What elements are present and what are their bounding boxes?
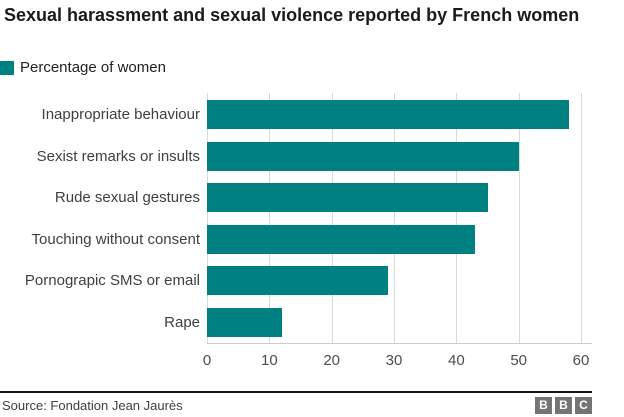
bar bbox=[207, 266, 388, 296]
category-label: Inappropriate behaviour bbox=[41, 106, 200, 124]
x-tick-label: 60 bbox=[572, 352, 590, 369]
chart-row: Rape bbox=[0, 302, 592, 344]
bbc-logo-letter: B bbox=[535, 397, 552, 414]
bar bbox=[207, 141, 519, 171]
gridline bbox=[331, 93, 333, 343]
legend: Percentage of women bbox=[0, 59, 166, 76]
chart-row: Touching without consent bbox=[0, 219, 592, 261]
bar bbox=[207, 183, 488, 213]
legend-label: Percentage of women bbox=[20, 59, 166, 76]
source-text: Source: Fondation Jean Jaurès bbox=[2, 398, 183, 413]
gridline bbox=[518, 93, 520, 343]
x-axis: 0 10 20 30 40 50 60 bbox=[203, 352, 592, 372]
chart-row: Pornograpic SMS or email bbox=[0, 260, 592, 302]
x-tick-label: 40 bbox=[447, 352, 465, 369]
x-axis-line bbox=[207, 343, 592, 344]
category-label: Touching without consent bbox=[31, 230, 200, 248]
bar bbox=[207, 307, 282, 337]
gridline bbox=[207, 93, 208, 343]
legend-swatch bbox=[0, 60, 14, 75]
chart-row: Sexist remarks or insults bbox=[0, 136, 592, 178]
x-tick-label: 10 bbox=[260, 352, 278, 369]
gridline bbox=[394, 93, 395, 343]
footer-divider bbox=[0, 391, 592, 393]
category-label: Sexist remarks or insults bbox=[36, 147, 200, 165]
bar bbox=[207, 100, 569, 130]
bbc-logo-letter: B bbox=[555, 397, 572, 414]
x-tick-label: 20 bbox=[323, 352, 340, 369]
category-label: Pornograpic SMS or email bbox=[24, 272, 200, 290]
category-label: Rude sexual gestures bbox=[54, 189, 200, 207]
gridline bbox=[269, 93, 271, 343]
bar-chart: Inappropriate behaviour Sexist remarks or… bbox=[0, 94, 592, 343]
chart-row: Rude sexual gestures bbox=[0, 177, 592, 219]
x-tick-label: 0 bbox=[202, 352, 212, 369]
category-label: Rape bbox=[164, 313, 200, 331]
chart-title: Sexual harassment and sexual violence re… bbox=[4, 5, 580, 25]
x-tick-label: 30 bbox=[385, 352, 403, 369]
bbc-logo-letter: C bbox=[575, 397, 592, 414]
chart-row: Inappropriate behaviour bbox=[0, 94, 592, 136]
gridline bbox=[456, 93, 458, 343]
gridline bbox=[581, 93, 582, 343]
plot-area bbox=[207, 93, 592, 344]
bbc-logo: B B C bbox=[535, 397, 592, 414]
x-tick-label: 50 bbox=[510, 352, 527, 369]
bar bbox=[207, 224, 476, 254]
